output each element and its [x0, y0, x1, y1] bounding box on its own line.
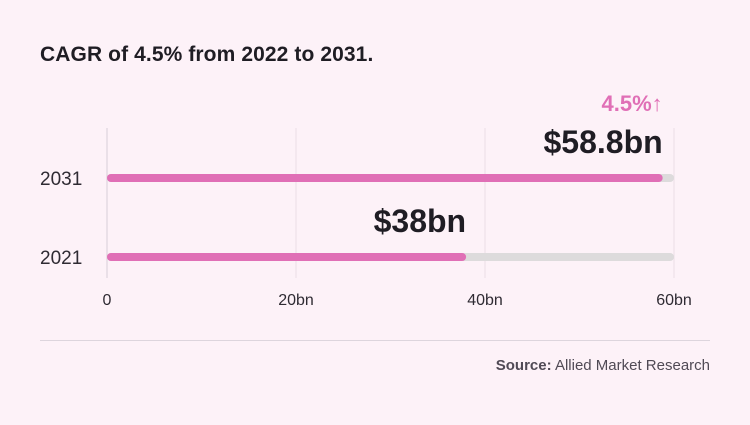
source-divider: [40, 340, 710, 341]
x-tick-labels: 0 20bn 40bn 60bn: [103, 292, 692, 309]
chart-title: CAGR of 4.5% from 2022 to 2031.: [40, 43, 374, 66]
x-tick-label: 0: [103, 292, 112, 309]
value-label-2031: $58.8bn: [543, 124, 662, 160]
annotations: 4.5%↑: [602, 91, 663, 116]
category-labels: 2031 2021: [40, 169, 82, 269]
source-prefix: Source:: [495, 357, 552, 374]
bar-2021: [107, 253, 467, 261]
x-tick-label: 40bn: [467, 292, 503, 309]
bar-2031: [107, 174, 663, 182]
source-line: Source: Allied Market Research: [496, 356, 710, 376]
x-tick-label: 60bn: [656, 292, 692, 309]
category-label-2021: 2021: [40, 248, 82, 269]
bars: [107, 174, 663, 261]
source-name: Allied Market Research: [554, 357, 710, 374]
category-label-2031: 2031: [40, 169, 82, 190]
x-tick-label: 20bn: [278, 292, 314, 309]
value-labels: $58.8bn $38bn: [374, 124, 663, 239]
cagr-annotation: 4.5%↑: [602, 91, 663, 116]
value-label-2021: $38bn: [374, 203, 466, 239]
